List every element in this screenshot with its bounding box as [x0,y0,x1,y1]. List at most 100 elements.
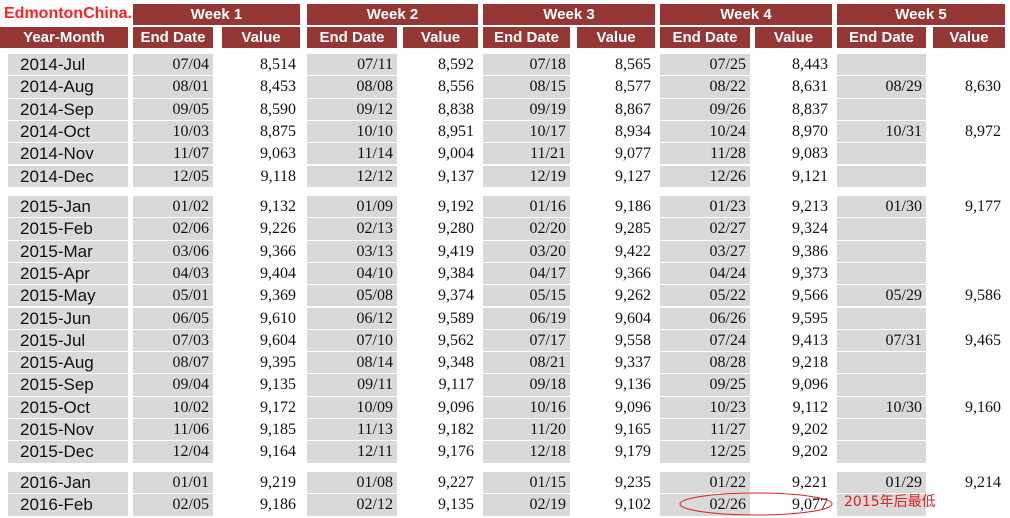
value-cell: 9,165 [615,421,651,438]
end-date-cell: 01/23 [660,196,750,218]
week-header: Week 2 [307,4,478,25]
end-date-cell: 02/12 [307,494,397,516]
value-cell: 9,337 [615,354,651,372]
end-date-cell: 09/25 [660,374,750,396]
end-date-cell: 01/16 [483,196,570,218]
annotation: 2015年后最低 [844,494,936,510]
end-date-cell: 09/19 [483,98,570,120]
end-date-cell: 11/21 [483,143,570,165]
value-cell: 8,514 [260,56,296,73]
value-cell: 9,558 [615,331,651,349]
week-header: Week 5 [837,4,1005,25]
end-date-cell: 01/09 [307,196,397,218]
empty-cell [837,419,926,441]
month-cell: 2014-Aug [8,76,128,98]
end-date-cell: 09/05 [133,98,213,120]
value-cell: 9,604 [615,309,651,327]
value-cell: 8,443 [792,56,828,73]
end-date-cell: 06/19 [483,307,570,329]
value-cell: 8,934 [615,122,651,140]
end-date-cell: 02/20 [483,218,570,240]
end-date-cell: 07/18 [483,54,570,76]
empty-cell [837,54,926,76]
end-date-cell: 01/30 [837,196,926,218]
watermark: EdmontonChina.NET [4,5,164,22]
end-date-cell: 09/11 [307,374,397,396]
end-date-cell: 12/19 [483,165,570,187]
end-date-cell: 12/12 [307,165,397,187]
value-cell: 9,112 [792,398,828,416]
value-cell: 9,192 [438,198,474,215]
end-date-cell: 12/11 [307,441,397,463]
end-date-cell: 09/12 [307,98,397,120]
value-cell: 9,202 [792,421,828,438]
empty-cell [837,307,926,329]
empty-cell [837,352,926,374]
month-cell: 2015-Feb [8,218,128,240]
end-date-cell: 08/21 [483,352,570,374]
value-cell: 8,838 [438,100,474,118]
value-cell: 9,096 [792,376,828,394]
value-cell: 9,226 [260,220,296,238]
value-cell: 9,235 [615,474,651,491]
value-cell: 9,118 [260,167,296,185]
end-date-cell: 02/06 [133,218,213,240]
end-date-cell: 10/16 [483,396,570,418]
value-cell: 8,556 [438,78,474,96]
end-date-cell: 12/18 [483,441,570,463]
end-date-cell: 07/17 [483,329,570,352]
end-date-cell: 07/10 [307,329,397,352]
end-date-cell: 11/13 [307,419,397,441]
value-cell: 8,592 [438,56,474,73]
value-cell: 9,595 [792,309,828,327]
value-cell: 9,221 [792,474,828,491]
end-date-cell: 11/28 [660,143,750,165]
month-cell: 2015-Apr [8,262,128,285]
end-date-cell: 07/25 [660,54,750,76]
end-date-cell: 01/29 [837,472,926,494]
end-date-cell: 10/24 [660,120,750,143]
column-header: End Date [483,27,570,48]
value-cell: 8,970 [792,122,828,140]
column-header: Value [933,27,1005,48]
column-header: Year-Month [0,27,128,48]
value-cell: 9,413 [792,331,828,349]
end-date-cell: 04/24 [660,262,750,285]
empty-cell [837,98,926,120]
end-date-cell: 07/03 [133,329,213,352]
end-date-cell: 10/30 [837,396,926,418]
value-cell: 9,136 [615,376,651,394]
value-cell: 9,102 [615,496,651,514]
value-cell: 9,562 [438,331,474,349]
value-cell: 9,218 [792,354,828,372]
week-header: Week 1 [133,4,300,25]
column-header: Value [755,27,832,48]
end-date-cell: 05/15 [483,285,570,307]
empty-cell [837,165,926,187]
end-date-cell: 10/02 [133,396,213,418]
end-date-cell: 03/13 [307,240,397,262]
value-cell: 9,182 [438,421,474,438]
end-date-cell: 02/26 [660,494,750,516]
value-cell: 9,586 [965,287,1001,305]
value-cell: 8,631 [792,78,828,96]
value-cell: 8,453 [260,78,296,96]
month-cell: 2015-Nov [8,419,128,441]
value-cell: 9,366 [615,264,651,282]
value-cell: 9,179 [615,443,651,461]
end-date-cell: 02/05 [133,494,213,516]
end-date-cell: 01/08 [307,472,397,494]
end-date-cell: 01/15 [483,472,570,494]
value-cell: 9,160 [965,398,1001,416]
end-date-cell: 12/26 [660,165,750,187]
end-date-cell: 02/19 [483,494,570,516]
value-cell: 9,227 [438,474,474,491]
value-cell: 9,137 [438,167,474,185]
value-cell: 9,348 [438,354,474,372]
value-cell: 9,185 [260,421,296,438]
end-date-cell: 07/04 [133,54,213,76]
end-date-cell: 02/27 [660,218,750,240]
value-cell: 9,566 [792,287,828,305]
month-cell: 2016-Jan [8,472,128,494]
end-date-cell: 03/27 [660,240,750,262]
